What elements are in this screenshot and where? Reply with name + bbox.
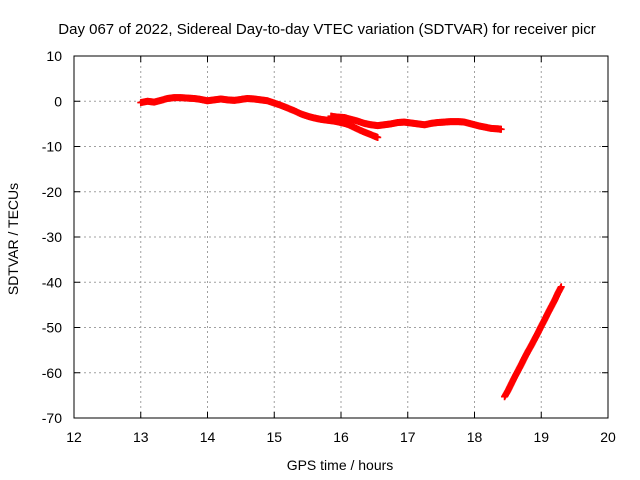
x-axis-label: GPS time / hours [287,457,394,473]
y-tick-label: -10 [42,139,62,155]
y-tick-label: 0 [54,93,62,109]
y-tick-label: -20 [42,184,62,200]
y-axis-label: SDTVAR / TECUs [5,183,21,295]
chart-title: Day 067 of 2022, Sidereal Day-to-day VTE… [58,21,595,38]
x-tick-label: 16 [333,429,349,445]
y-tick-label: -30 [42,229,62,245]
x-tick-label: 14 [200,429,216,445]
x-tick-label: 19 [533,429,549,445]
data-point [557,283,565,291]
y-tick-label: -60 [42,365,62,381]
x-tick-label: 12 [66,429,82,445]
data-point [497,125,505,133]
axis-ticks: 12 13 14 15 16 17 18 19 20 10 0 -10 -20 -30 -40 -50 -60 -… [42,48,616,445]
data-points [137,94,565,401]
series-segment-2 [327,112,505,133]
x-tick-label: 18 [467,429,483,445]
x-tick-label: 15 [266,429,282,445]
y-tick-label: 10 [46,48,62,64]
grid [74,56,608,418]
x-tick-label: 20 [600,429,616,445]
x-tick-label: 17 [400,429,416,445]
series-segment-3 [501,283,565,401]
x-tick-label: 13 [133,429,149,445]
y-tick-label: -50 [42,320,62,336]
data-point [374,133,382,141]
y-tick-label: -70 [42,410,62,426]
y-tick-label: -40 [42,274,62,290]
